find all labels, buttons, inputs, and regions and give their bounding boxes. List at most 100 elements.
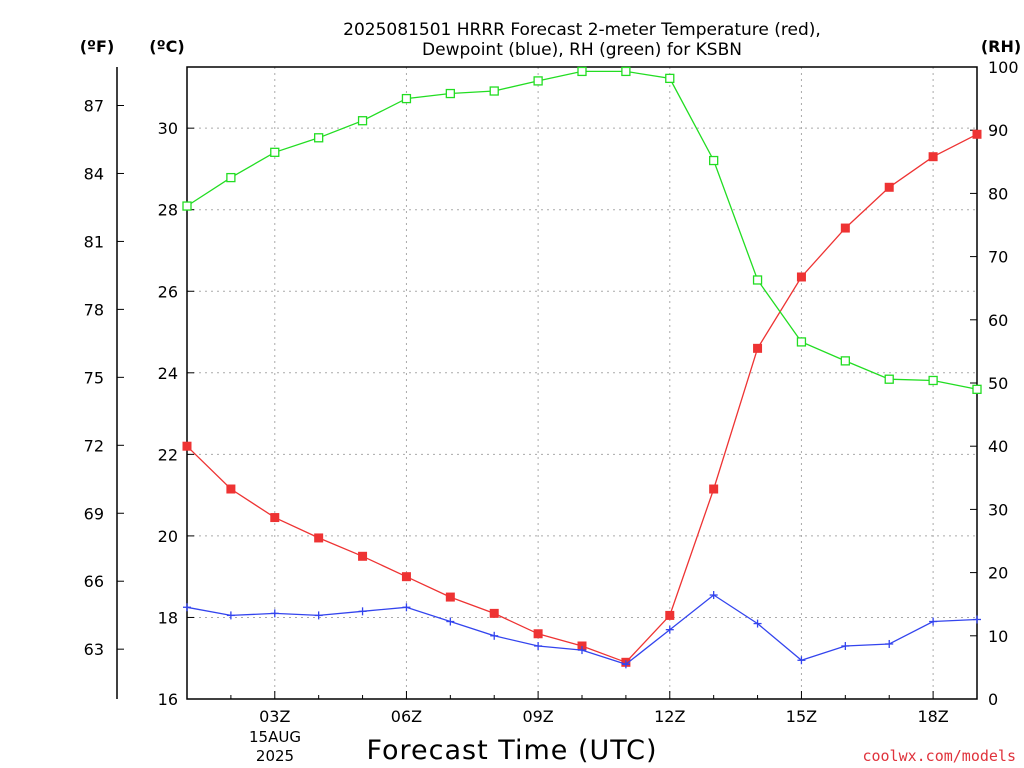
temperature-point [840,223,850,233]
rh-point [489,86,499,96]
rh-point [577,66,587,77]
temperature-point [709,484,719,494]
temperature-point [972,129,982,139]
fahrenheit-tick-label: 75 [84,368,104,387]
rh-tick-label: 40 [988,437,1008,456]
temperature-point [928,152,938,162]
rh-point [884,374,894,384]
grid-lines [187,67,977,699]
rh-tick-label: 90 [988,121,1008,140]
celsius-tick-label: 24 [158,364,178,383]
temperature-point [665,610,675,620]
dewpoint-point [226,611,235,620]
rh-unit-label: (RH) [981,37,1021,56]
date-label-year: 2025 [256,747,294,765]
temperature-point [884,182,894,192]
celsius-tick-label: 18 [158,608,178,627]
rh-point [665,73,675,84]
temperature-point [796,272,806,282]
rh-point [357,116,368,126]
rh-point [796,337,807,347]
chart-title-line2: Dewpoint (blue), RH (green) for KSBN [422,40,742,60]
rh-point [928,375,938,386]
fahrenheit-tick-label: 69 [84,504,104,523]
date-label-day: 15AUG [249,728,301,746]
fahrenheit-unit-label: (ºF) [80,37,115,56]
x-tick-label: 09Z [522,707,553,726]
rh-point [270,147,280,157]
temperature-point [489,608,499,618]
dewpoint-point [753,619,762,628]
fahrenheit-tick-label: 78 [84,300,104,319]
rh-point [445,88,455,99]
rh-tick-label: 100 [988,58,1019,77]
temperature-point [445,592,455,602]
x-tick-label: 03Z [259,707,290,726]
rh-point [709,155,719,166]
dewpoint-point [841,641,850,650]
dewpoint-point [314,611,323,620]
fahrenheit-tick-label: 84 [84,164,104,183]
rh-point [972,384,982,394]
celsius-unit-label: (ºC) [149,37,184,56]
temperature-point [314,533,324,543]
dewpoint-point [973,615,981,624]
tick-labels: 63 66 69 72 75 78 81 84 87 16 18 20 22 24 26 28 30 0 10 20 3… [84,58,1019,726]
rh-point [226,172,236,183]
chart-title-line1: 2025081501 HRRR Forecast 2-meter Tempera… [343,20,821,40]
x-tick-label: 15Z [786,707,817,726]
series-temperature [182,129,982,667]
rh-point [182,201,192,211]
dewpoint-point [402,603,411,612]
rh-tick-label: 60 [988,311,1008,330]
celsius-tick-label: 28 [158,201,178,220]
celsius-tick-label: 20 [158,527,178,546]
rh-tick-label: 50 [988,374,1008,393]
rh-point [621,66,631,77]
rh-point [314,133,324,143]
temperature-point [270,513,280,523]
fahrenheit-tick-label: 72 [84,436,104,455]
series-line-temperature [186,133,978,664]
rh-tick-label: 10 [988,627,1008,646]
rh-point [752,275,763,285]
celsius-tick-label: 16 [158,690,178,709]
celsius-tick-label: 30 [158,119,178,138]
credit-text: coolwx.com/models [862,747,1016,765]
rh-point [401,93,412,104]
x-tick-label: 18Z [917,707,948,726]
temperature-point [401,572,411,582]
axes [116,66,978,700]
temperature-point [226,484,236,494]
rh-point [840,356,850,366]
temperature-point [533,629,543,639]
x-axis-title: Forecast Time (UTC) [366,735,657,766]
temperature-point [753,343,763,353]
x-tick-label: 06Z [391,707,422,726]
celsius-tick-label: 22 [158,445,178,464]
series-dewpoint [183,591,981,669]
dewpoint-point [885,639,894,648]
series-rh [182,66,982,394]
plot-frame [186,66,978,700]
celsius-tick-label: 26 [158,282,178,301]
dewpoint-point [665,625,674,634]
series-line-rh [186,70,978,390]
dewpoint-point [446,617,455,626]
rh-tick-label: 0 [988,690,998,709]
fahrenheit-tick-label: 66 [84,572,104,591]
dewpoint-point [490,631,499,640]
x-tick-label: 12Z [654,707,685,726]
dewpoint-point [578,646,586,655]
dewpoint-point [270,609,279,618]
rh-tick-label: 80 [988,184,1008,203]
fahrenheit-tick-label: 87 [84,97,104,116]
fahrenheit-tick-label: 63 [84,640,104,659]
dewpoint-point [797,656,806,665]
dewpoint-point [183,603,191,612]
rh-point [533,76,543,86]
rh-tick-label: 30 [988,500,1008,519]
dewpoint-point [709,591,718,600]
rh-tick-label: 20 [988,564,1008,583]
